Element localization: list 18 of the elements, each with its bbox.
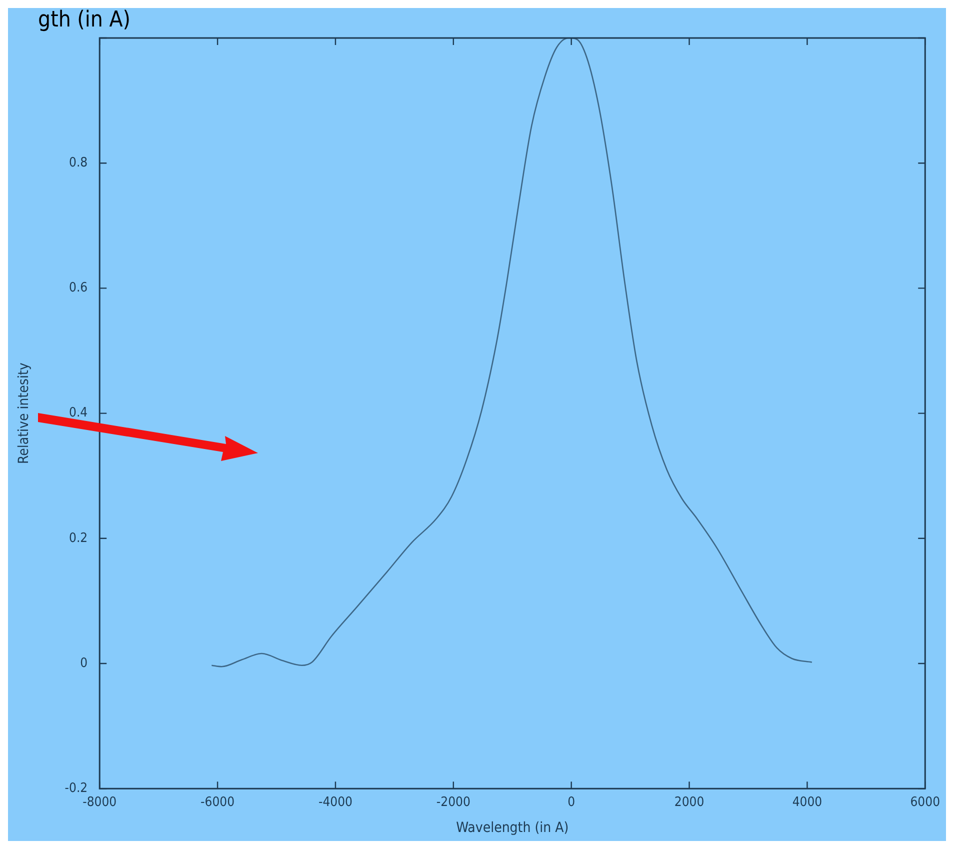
x-axis-title: Wavelength (in A): [456, 820, 569, 836]
x-tick-label: 2000: [674, 794, 704, 810]
x-tick-label: -6000: [200, 794, 235, 810]
x-tick-label: 4000: [792, 794, 822, 810]
y-tick-label: 0.8: [69, 155, 88, 170]
x-tick-label: 0: [568, 794, 576, 810]
y-axis-title: Relative intesity: [16, 362, 32, 464]
text: gth (in A): [38, 8, 130, 33]
y-tick-label: -0.2: [64, 780, 88, 796]
y-tick-label: 0.6: [69, 280, 88, 296]
x-tick-label: -4000: [318, 794, 352, 810]
x-tick-label: -2000: [436, 794, 470, 810]
line-series: [210, 38, 813, 668]
y-tick-label: 0: [80, 656, 88, 671]
x-tick-label: 6000: [910, 794, 940, 810]
y-tick-label: 0.2: [69, 530, 88, 546]
y-tick-label: 0.4: [69, 406, 88, 421]
x-tick-label: -8000: [82, 794, 117, 810]
